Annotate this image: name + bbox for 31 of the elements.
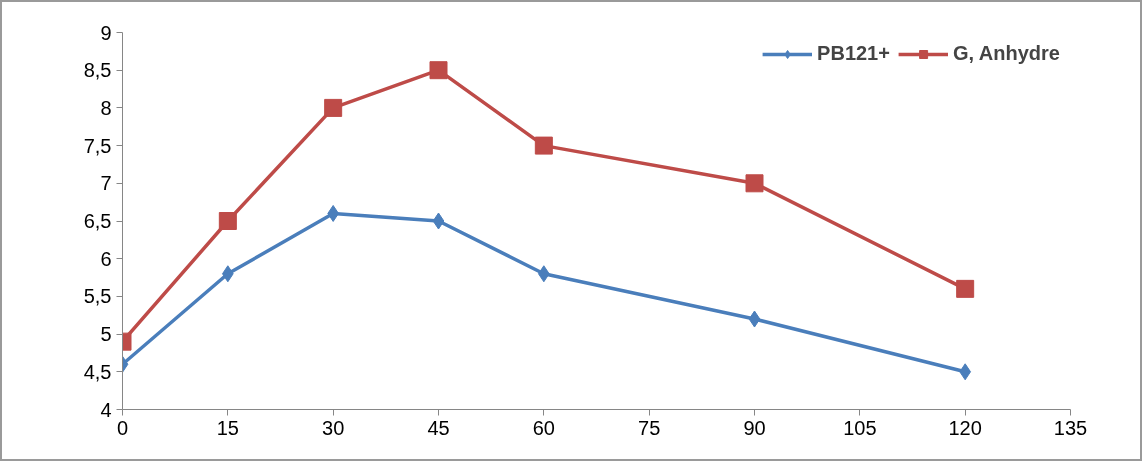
- point: [429, 61, 448, 80]
- y-tick-label: 7,5: [83, 134, 112, 157]
- x-tick-label: 90: [743, 416, 766, 439]
- point: [218, 212, 237, 230]
- y-tick-label: 4,5: [83, 360, 112, 383]
- point: [324, 98, 343, 117]
- y-tick-label: 6: [100, 247, 112, 270]
- legend-label: PB121+: [817, 42, 890, 65]
- x-tick-label: 105: [843, 416, 877, 439]
- y-tick-label: 6,5: [83, 210, 112, 232]
- point: [745, 174, 764, 193]
- y-tick-label: 8,5: [83, 59, 112, 82]
- x-tick-label: 45: [427, 416, 450, 439]
- x-tick-label: 60: [532, 416, 555, 439]
- x-tick-label: 135: [1053, 416, 1088, 439]
- x-tick-label: 120: [948, 416, 982, 439]
- point: [432, 212, 445, 230]
- y-tick-label: 9: [100, 21, 112, 44]
- y-tick-label: 5,5: [83, 285, 112, 308]
- point: [534, 136, 553, 155]
- x-tick-label: 0: [116, 416, 129, 439]
- y-tick-label: 5: [100, 323, 112, 346]
- point: [748, 310, 761, 328]
- point: [956, 279, 975, 298]
- x-tick-label: 15: [216, 416, 239, 439]
- x-tick-label: 75: [638, 416, 661, 439]
- legend-label: G, Anhydre: [952, 42, 1060, 65]
- y-tick-label: 7: [100, 172, 112, 195]
- y-tick-label: 4: [100, 398, 112, 421]
- x-tick-label: 30: [322, 416, 345, 439]
- y-tick-label: 8: [100, 96, 112, 119]
